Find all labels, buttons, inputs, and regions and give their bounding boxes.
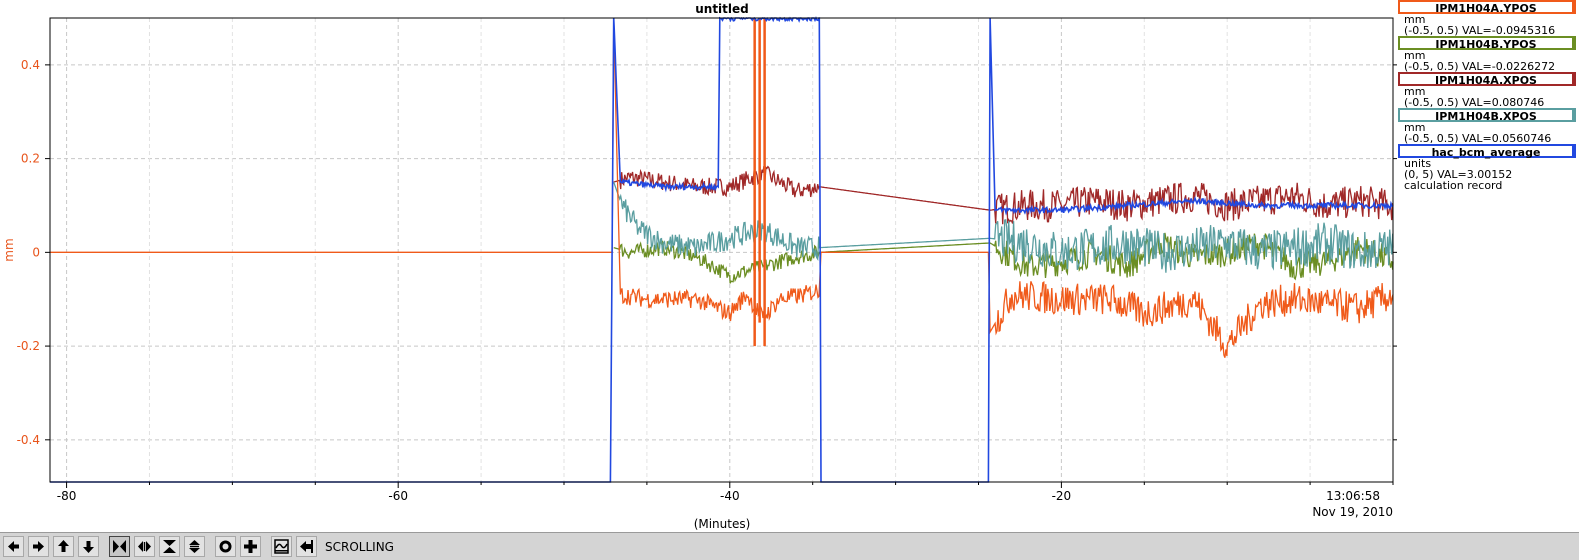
series-line-ipm1h04b-xpos [613,181,1394,273]
arrow-up-button[interactable] [53,536,74,557]
legend-range-value: (-0.5, 0.5) VAL=-0.0945316 [1404,24,1556,37]
series-line-ipm1h04a-xpos [613,165,1394,225]
chart-title: untitled [695,2,749,16]
strip-chart[interactable]: 0.4 0.2 0 -0.2 -0.4 -80 -60 -40 -20 untitled (Mi… [0,0,1397,532]
y-tick-label: 0 [32,245,40,259]
y-tick-label: -0.2 [17,339,40,353]
legend-series-name[interactable]: IPM1H04B.XPOS [1398,108,1576,123]
x-tick-label: -40 [720,489,740,503]
arrow-down-button[interactable] [78,536,99,557]
legend-item[interactable]: IPM1H04A.XPOS mm (-0.5, 0.5) VAL=0.080746 [1398,72,1576,108]
legend-item[interactable]: IPM1H04B.XPOS mm (-0.5, 0.5) VAL=0.0560746 [1398,108,1576,144]
legend-series-name[interactable]: IPM1H04B.YPOS [1398,36,1576,51]
series-line-ipm1h04a-ypos [50,22,1394,358]
x-axis-label: (Minutes) [694,517,751,531]
legend-range-value: (-0.5, 0.5) VAL=0.080746 [1404,96,1545,109]
series-layer [50,16,1394,483]
zoom-x-in-button[interactable] [109,536,130,557]
axes: 0.4 0.2 0 -0.2 -0.4 -80 -60 -40 -20 [17,17,1397,503]
legend-item[interactable]: hac_bcm_average units (0, 5) VAL=3.00152 ca… [1398,144,1576,191]
legend-item[interactable]: IPM1H04A.YPOS mm (-0.5, 0.5) VAL=-0.094531… [1398,0,1576,36]
time-label: 13:06:58 [1326,489,1380,503]
zoom-box-button[interactable] [215,536,236,557]
x-tick-label: -80 [57,489,77,503]
jump-end-button[interactable] [296,536,317,557]
legend-series-name[interactable]: hac_bcm_average [1398,144,1576,159]
mode-label: SCROLLING [325,539,394,554]
plus-icon [244,540,257,553]
legend-extra: calculation record [1404,179,1503,192]
legend-item[interactable]: IPM1H04B.YPOS mm (-0.5, 0.5) VAL=-0.022627… [1398,36,1576,72]
legend-unit: mm [1404,13,1426,26]
legend-unit: units [1404,157,1432,170]
legend-series-name[interactable]: IPM1H04A.YPOS [1398,0,1576,15]
zoom-y-out-icon [189,540,200,553]
arrow-left-button[interactable] [3,536,24,557]
legend-unit: mm [1404,85,1426,98]
legend-series-name[interactable]: IPM1H04A.XPOS [1398,72,1576,87]
zoom-x-in-icon [113,540,126,553]
jump-end-icon [300,540,313,553]
arrow-up-icon [58,540,69,552]
y-tick-label: -0.4 [17,433,40,447]
zoom-y-in-icon [163,540,176,553]
zoom-x-out-icon [138,541,151,552]
legend-range-value: (0, 5) VAL=3.00152 [1404,168,1513,181]
x-tick-label: -60 [388,489,408,503]
plus-button[interactable] [240,536,261,557]
autoscale-icon [274,539,289,554]
legend-unit: mm [1404,121,1426,134]
legend-range-value: (-0.5, 0.5) VAL=-0.0226272 [1404,60,1556,73]
y-tick-label: 0.2 [21,152,40,166]
plot-frame [49,17,1394,483]
legend: IPM1H04A.YPOS mm (-0.5, 0.5) VAL=-0.094531… [1398,0,1576,191]
toolbar: SCROLLING [0,532,1579,560]
zoom-x-out-button[interactable] [134,536,155,557]
legend-unit: mm [1404,49,1426,62]
legend-range-value: (-0.5, 0.5) VAL=0.0560746 [1404,132,1552,145]
date-label: Nov 19, 2010 [1312,505,1393,519]
arrow-right-button[interactable] [28,536,49,557]
arrow-down-icon [83,541,94,553]
arrow-right-icon [33,541,44,552]
y-tick-label: 0.4 [21,58,40,72]
autoscale-button[interactable] [271,536,292,557]
arrow-left-icon [8,541,19,552]
zoom-y-out-button[interactable] [184,536,205,557]
zoom-y-in-button[interactable] [159,536,180,557]
x-tick-label: -20 [1052,489,1072,503]
zoom-box-icon [219,540,232,553]
y-axis-label: mm [2,238,16,261]
